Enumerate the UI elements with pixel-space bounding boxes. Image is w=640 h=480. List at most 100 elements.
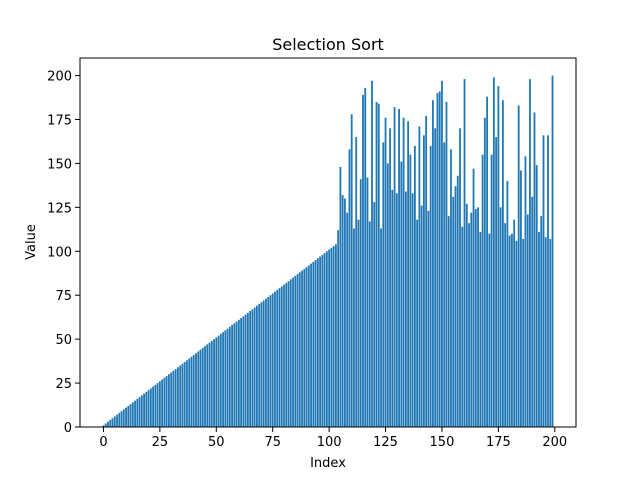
bar [497,86,500,427]
bar [152,386,155,427]
bar [298,272,301,427]
bar [495,137,498,428]
bar [131,402,134,427]
bar [134,400,136,427]
bar [395,193,398,427]
bar [136,398,139,427]
bar [551,75,554,428]
x-tick-label: 25 [152,435,169,450]
bar [127,405,130,427]
y-tick-label: 175 [47,114,72,129]
bar [420,205,423,427]
bar [362,94,364,428]
bar [531,196,534,427]
bar [499,207,502,427]
bar [190,356,193,427]
bar [269,295,272,427]
bar [538,231,540,427]
bar [461,226,464,427]
bar [163,377,166,427]
bar [357,219,360,427]
bar [353,228,355,427]
bar [341,195,344,427]
bar [244,314,247,427]
bar [267,296,270,427]
bar [486,96,488,428]
bar [492,77,495,427]
bar [312,261,315,427]
bar [122,409,125,427]
bar [285,282,288,427]
bar [470,212,473,427]
x-tick-label: 50 [208,435,225,450]
bar [138,397,141,427]
bar [429,145,432,427]
bar [168,374,170,427]
bar [240,318,243,427]
bar [535,165,538,427]
bar [549,238,552,427]
bar [332,246,335,427]
bar [143,393,145,427]
bar [140,395,143,427]
bar [540,216,543,427]
bar [450,149,452,427]
bar [504,223,507,427]
bar [526,214,529,427]
bar [262,300,265,427]
bar [204,346,206,427]
bar [199,349,202,427]
x-tick-label: 125 [373,435,398,450]
y-tick-label: 100 [47,245,72,260]
bar [170,372,173,427]
bar [445,101,448,427]
bar [154,384,157,427]
bar [425,115,428,427]
bar [208,342,211,427]
bar [544,237,547,427]
bar [156,383,159,427]
bar [404,191,407,427]
bar [251,309,254,427]
bar [197,351,200,427]
y-tick-label: 75 [55,289,72,304]
bar [111,418,114,427]
bar [398,108,400,427]
bar [192,354,195,427]
bar [215,337,218,427]
bar [276,289,279,427]
bar [375,101,378,427]
bar [364,87,367,427]
bar [206,344,209,427]
x-tick-label: 0 [99,435,107,450]
bar [147,390,150,427]
bar [344,198,346,427]
bar [373,202,376,427]
bar [161,379,164,427]
bar [165,376,168,427]
bar [416,219,419,427]
bar [125,407,127,427]
bar [296,274,299,427]
bar [258,304,261,427]
bar [529,79,531,427]
bar [483,117,486,427]
y-axis-label: Value [24,224,39,260]
bar [337,230,340,427]
bar [488,233,491,427]
bar [319,256,322,427]
bar [179,365,182,427]
bar [303,268,306,427]
bar [438,91,441,427]
bar [441,80,443,427]
bar [120,411,123,427]
bar [423,135,425,428]
bar [307,265,310,427]
bar [465,203,468,427]
bar [235,321,238,427]
bar [418,126,421,428]
bar [256,305,258,427]
bar [501,100,504,428]
bar [407,121,410,427]
bar [289,279,292,427]
